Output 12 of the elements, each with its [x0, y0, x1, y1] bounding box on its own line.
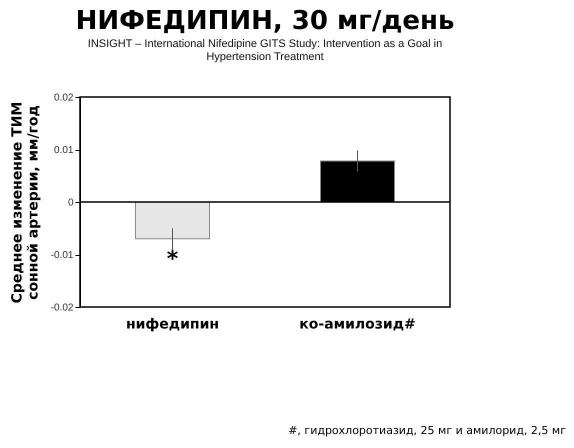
chart-title: НИФЕДИПИН, 30 мг/день	[76, 6, 454, 36]
y-axis-title: Среднее изменение ТИМ сонной артерии, мм/год	[10, 102, 42, 304]
y-tick-label: -0.02	[50, 302, 74, 314]
y-tick-label: -0.01	[50, 250, 74, 261]
annotation: *	[166, 246, 179, 272]
chart-subtitle: INSIGHT – International Nifedipine GITS Study: Intervention as a Goal in Hypertension Treatment	[88, 38, 442, 63]
text: #, гидрохлоротиазид, 25 мг и амилорид, 2,5 мг	[288, 424, 566, 437]
y-tick-label: 0.01	[54, 145, 74, 156]
y-tick-label: 0	[68, 198, 74, 208]
x-tick-label: нифедипин	[126, 316, 220, 332]
x-tick-label: ко-амилозид#	[299, 316, 416, 332]
y-tick-label: 0.02	[54, 92, 74, 104]
